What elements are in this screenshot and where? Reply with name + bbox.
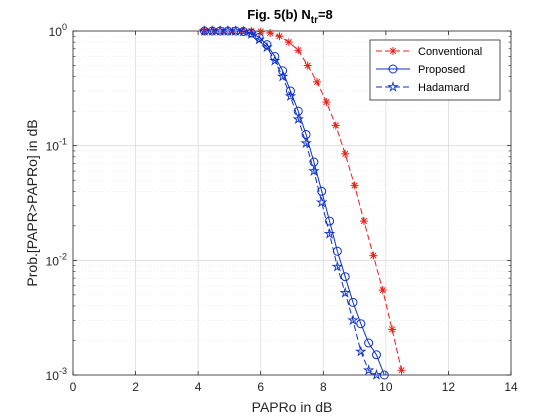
x-tick-label: 0 bbox=[70, 380, 77, 394]
data-point bbox=[313, 77, 322, 86]
legend-entry-hadamard: Hadamard bbox=[376, 81, 469, 94]
data-point bbox=[323, 227, 336, 239]
legend: Conventional Proposed Hadamard bbox=[369, 39, 501, 101]
series-hadamard bbox=[198, 24, 383, 380]
data-point bbox=[397, 366, 406, 375]
x-axis-label: PAPRo in dB bbox=[252, 399, 333, 415]
data-point bbox=[276, 70, 289, 82]
legend-label: Hadamard bbox=[418, 82, 469, 94]
legend-label: Conventional bbox=[418, 46, 482, 58]
data-point bbox=[331, 260, 344, 272]
data-point bbox=[300, 137, 312, 149]
data-point bbox=[245, 28, 258, 39]
chart-title-subscript: tr bbox=[311, 15, 318, 26]
chart-title-main: Fig. 5(b) N bbox=[247, 7, 311, 22]
x-tick-label: 6 bbox=[257, 380, 264, 394]
data-point bbox=[308, 165, 320, 176]
data-point bbox=[284, 90, 297, 102]
legend-label: Proposed bbox=[418, 64, 465, 76]
y-tick-label: 100 bbox=[49, 22, 67, 39]
legend-entry-conventional: Conventional bbox=[376, 46, 482, 58]
x-tick-label: 12 bbox=[442, 380, 456, 394]
y-tick-label: 10-1 bbox=[46, 137, 67, 154]
legend-marker bbox=[389, 47, 397, 55]
data-point bbox=[350, 181, 359, 190]
data-point bbox=[284, 38, 293, 47]
data-point bbox=[253, 33, 265, 45]
data-point bbox=[261, 41, 273, 53]
data-point bbox=[278, 66, 288, 76]
chart-title-suffix: =8 bbox=[318, 7, 333, 22]
data-point bbox=[325, 216, 335, 226]
y-tick-label: 10-2 bbox=[46, 251, 67, 268]
data-point bbox=[369, 251, 378, 260]
data-point bbox=[341, 149, 350, 158]
data-point bbox=[340, 272, 350, 282]
tick-layer: 0 2 4 6 8 10 12 14 10-3 10-2 10-1 100 bbox=[46, 22, 518, 394]
data-point bbox=[275, 32, 284, 41]
data-point bbox=[317, 186, 327, 196]
data-point bbox=[378, 286, 387, 295]
data-point bbox=[347, 314, 359, 326]
data-point bbox=[322, 98, 331, 107]
data-point bbox=[266, 29, 275, 38]
data-point bbox=[237, 25, 250, 37]
y-tick-label: 10-3 bbox=[46, 366, 67, 383]
data-point bbox=[256, 27, 265, 36]
data-point bbox=[294, 46, 303, 55]
data-point bbox=[359, 217, 368, 226]
legend-marker bbox=[388, 64, 398, 74]
data-point bbox=[229, 24, 242, 36]
data-point bbox=[292, 113, 304, 125]
y-axis-label: Prob.[PAPR>PAPRo] in dB bbox=[24, 119, 40, 286]
data-point bbox=[370, 369, 383, 380]
data-point bbox=[316, 196, 328, 208]
series-layer bbox=[198, 24, 406, 380]
data-point bbox=[269, 54, 281, 66]
legend-marker bbox=[387, 81, 399, 92]
data-point bbox=[371, 350, 381, 360]
data-point bbox=[379, 370, 389, 380]
data-point bbox=[362, 364, 375, 376]
data-point bbox=[364, 338, 374, 348]
data-point bbox=[331, 121, 340, 130]
data-point bbox=[356, 319, 366, 329]
x-tick-label: 14 bbox=[504, 380, 518, 394]
x-tick-label: 2 bbox=[132, 380, 139, 394]
x-tick-label: 4 bbox=[195, 380, 202, 394]
data-point bbox=[348, 297, 358, 307]
data-point bbox=[303, 61, 312, 70]
data-point bbox=[355, 345, 367, 357]
data-point bbox=[339, 286, 351, 298]
x-tick-label: 10 bbox=[379, 380, 393, 394]
data-point bbox=[388, 325, 397, 334]
plot-area-frame bbox=[72, 30, 512, 376]
x-tick-label: 8 bbox=[320, 380, 327, 394]
chart-title: Fig. 5(b) Ntr=8 bbox=[247, 7, 333, 26]
legend-entry-proposed: Proposed bbox=[376, 64, 465, 76]
